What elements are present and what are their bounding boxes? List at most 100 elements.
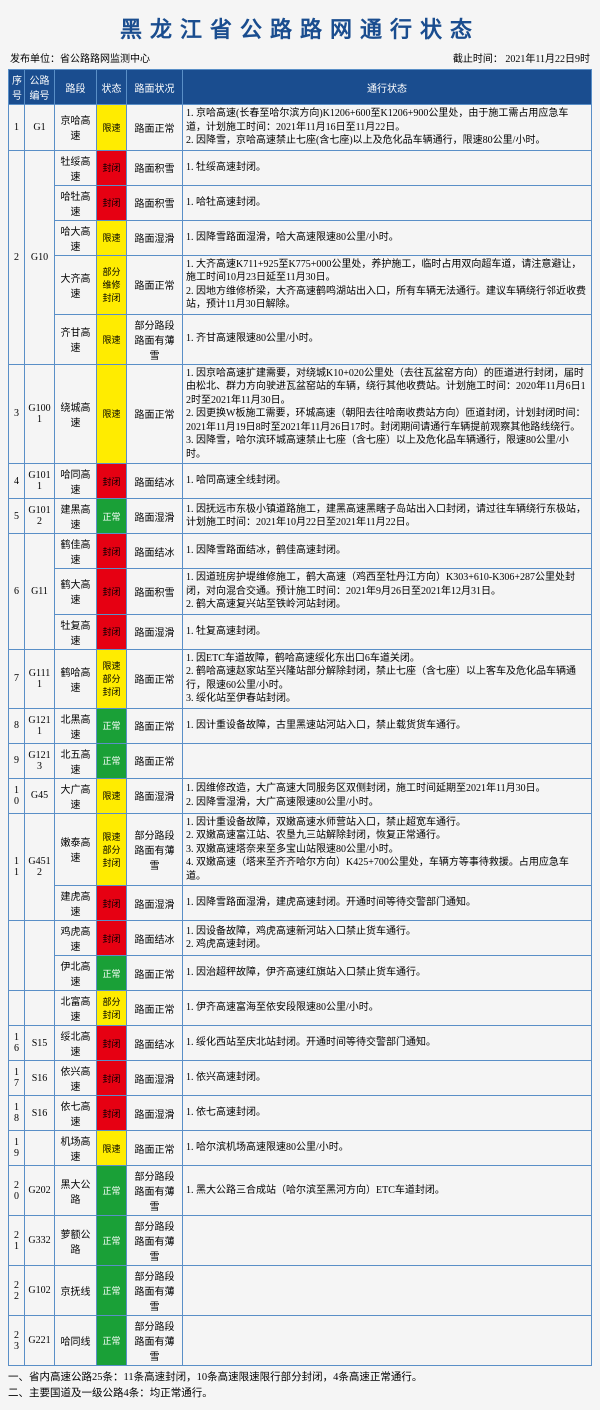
- cell-cond: 路面正常: [127, 708, 183, 743]
- table-row: 1G1京哈高速限速路面正常1. 京哈高速(长春至哈尔滨方向)K1206+600至…: [9, 105, 592, 151]
- cell-status: 正常: [97, 956, 127, 991]
- cell-desc: [183, 1216, 592, 1266]
- cell-idx: 6: [9, 534, 25, 650]
- cell-desc: 1. 因维修改造，大广高速大同服务区双侧封闭，施工时间延期至2021年11月30…: [183, 778, 592, 813]
- col-idx: 序号: [9, 70, 25, 105]
- cell-idx: 5: [9, 499, 25, 534]
- cell-status: 限速部分封闭: [97, 813, 127, 886]
- cell-seg: 大广高速: [55, 778, 97, 813]
- cell-code: G332: [25, 1216, 55, 1266]
- col-seg: 路段: [55, 70, 97, 105]
- cell-code: G1: [25, 105, 55, 151]
- cell-cond: 路面正常: [127, 743, 183, 778]
- cell-status: 正常: [97, 708, 127, 743]
- cell-code: [25, 1131, 55, 1166]
- footer-line-1: 一、省内高速公路25条：11条高速封闭，10条高速限速限行部分封闭，4条高速正常…: [8, 1370, 592, 1386]
- cell-cond: 路面积雪: [127, 150, 183, 185]
- col-code: 公路编号: [25, 70, 55, 105]
- table-row: 哈大高速限速路面湿滑1. 因降雪路面湿滑，哈大高速限速80公里/小时。: [9, 220, 592, 255]
- cell-desc: 1. 哈尔滨机场高速限速80公里/小时。: [183, 1131, 592, 1166]
- cell-status: 正常: [97, 1316, 127, 1366]
- meta-row: 发布单位：省公路路网监测中心 截止时间： 2021年11月22日9时: [8, 50, 592, 65]
- cell-idx: 7: [9, 649, 25, 708]
- cell-seg: 鸡虎高速: [55, 921, 97, 956]
- cell-code: G45: [25, 778, 55, 813]
- cell-code: G10: [25, 150, 55, 364]
- cell-cond: 路面湿滑: [127, 220, 183, 255]
- cell-code: G102: [25, 1266, 55, 1316]
- cell-cond: 路面正常: [127, 991, 183, 1026]
- cell-code: S16: [25, 1096, 55, 1131]
- cell-cond: 路面结冰: [127, 464, 183, 499]
- cell-seg: 哈牡高速: [55, 185, 97, 220]
- cell-desc: 1. 牡复高速封闭。: [183, 614, 592, 649]
- cell-desc: 1. 哈牡高速封闭。: [183, 185, 592, 220]
- cell-desc: 1. 大齐高速K711+925至K775+000公里处，养护施工，临时占用双向超…: [183, 255, 592, 314]
- cell-seg: 北黑高速: [55, 708, 97, 743]
- cell-cond: 路面湿滑: [127, 1096, 183, 1131]
- cell-code: G221: [25, 1316, 55, 1366]
- cell-status: 封闭: [97, 569, 127, 615]
- cell-seg: 鹤大高速: [55, 569, 97, 615]
- cell-idx: 2: [9, 150, 25, 364]
- table-row: 23G221哈同线正常部分路段路面有薄雪: [9, 1316, 592, 1366]
- col-desc: 通行状态: [183, 70, 592, 105]
- cell-idx: 1: [9, 105, 25, 151]
- cell-seg: 建虎高速: [55, 886, 97, 921]
- cell-status: 封闭: [97, 614, 127, 649]
- cell-status: 限速: [97, 314, 127, 364]
- cell-desc: 1. 因降雪路面湿滑，建虎高速封闭。开通时间等待交警部门通知。: [183, 886, 592, 921]
- cell-idx: [9, 921, 25, 991]
- cell-status: 限速: [97, 1131, 127, 1166]
- footer-notes: 一、省内高速公路25条：11条高速封闭，10条高速限速限行部分封闭，4条高速正常…: [8, 1370, 592, 1402]
- cell-seg: 齐甘高速: [55, 314, 97, 364]
- cell-cond: 路面湿滑: [127, 499, 183, 534]
- cell-idx: 10: [9, 778, 25, 813]
- cell-desc: 1. 依七高速封闭。: [183, 1096, 592, 1131]
- cell-code: G202: [25, 1166, 55, 1216]
- cell-cond: 部分路段路面有薄雪: [127, 1316, 183, 1366]
- table-row: 22G102京抚线正常部分路段路面有薄雪: [9, 1266, 592, 1316]
- col-status: 状态: [97, 70, 127, 105]
- cell-cond: 路面正常: [127, 255, 183, 314]
- cell-code: G1111: [25, 649, 55, 708]
- cell-cond: 部分路段路面有薄雪: [127, 813, 183, 886]
- cell-seg: 绕城高速: [55, 364, 97, 464]
- cell-status: 封闭: [97, 534, 127, 569]
- cell-idx: 11: [9, 813, 25, 921]
- cell-seg: 黑大公路: [55, 1166, 97, 1216]
- cell-desc: 1. 齐甘高速限速80公里/小时。: [183, 314, 592, 364]
- cell-idx: 20: [9, 1166, 25, 1216]
- cell-cond: 部分路段路面有薄雪: [127, 314, 183, 364]
- cell-idx: 16: [9, 1026, 25, 1061]
- cell-cond: 路面湿滑: [127, 886, 183, 921]
- cell-status: 限速部分封闭: [97, 649, 127, 708]
- table-row: 10G45大广高速限速路面湿滑1. 因维修改造，大广高速大同服务区双侧封闭，施工…: [9, 778, 592, 813]
- deadline: 截止时间： 2021年11月22日9时: [453, 50, 590, 65]
- table-row: 20G202黑大公路正常部分路段路面有薄雪1. 黑大公路三合成站（哈尔滨至黑河方…: [9, 1166, 592, 1216]
- col-cond: 路面状况: [127, 70, 183, 105]
- cell-seg: 牡绥高速: [55, 150, 97, 185]
- table-row: 16S15绥北高速封闭路面结冰1. 绥化西站至庆北站封闭。开通时间等待交警部门通…: [9, 1026, 592, 1061]
- table-row: 19机场高速限速路面正常1. 哈尔滨机场高速限速80公里/小时。: [9, 1131, 592, 1166]
- cell-seg: 嫩泰高速: [55, 813, 97, 886]
- cell-desc: 1. 因计重设备故障，古里黑速站河站入口，禁止载货货车通行。: [183, 708, 592, 743]
- cell-code: [25, 991, 55, 1026]
- cell-status: 封闭: [97, 886, 127, 921]
- cell-code: S16: [25, 1061, 55, 1096]
- cell-status: 正常: [97, 499, 127, 534]
- header-row: 序号 公路编号 路段 状态 路面状况 通行状态: [9, 70, 592, 105]
- cell-idx: 4: [9, 464, 25, 499]
- cell-status: 限速: [97, 220, 127, 255]
- cell-seg: 依兴高速: [55, 1061, 97, 1096]
- cell-status: 封闭: [97, 150, 127, 185]
- table-row: 大齐高速部分维修封闭路面正常1. 大齐高速K711+925至K775+000公里…: [9, 255, 592, 314]
- cell-status: 正常: [97, 1266, 127, 1316]
- cell-idx: 17: [9, 1061, 25, 1096]
- cell-cond: 部分路段路面有薄雪: [127, 1216, 183, 1266]
- table-row: 鹤大高速封闭路面积雪1. 因道班房护堤维修施工，鹤大高速（鸡西至牡丹江方向）K3…: [9, 569, 592, 615]
- table-row: 鸡虎高速封闭路面结冰1. 因设备故障，鸡虎高速新河站入口禁止货车通行。2. 鸡虎…: [9, 921, 592, 956]
- cell-idx: 18: [9, 1096, 25, 1131]
- cell-desc: [183, 743, 592, 778]
- cell-cond: 部分路段路面有薄雪: [127, 1166, 183, 1216]
